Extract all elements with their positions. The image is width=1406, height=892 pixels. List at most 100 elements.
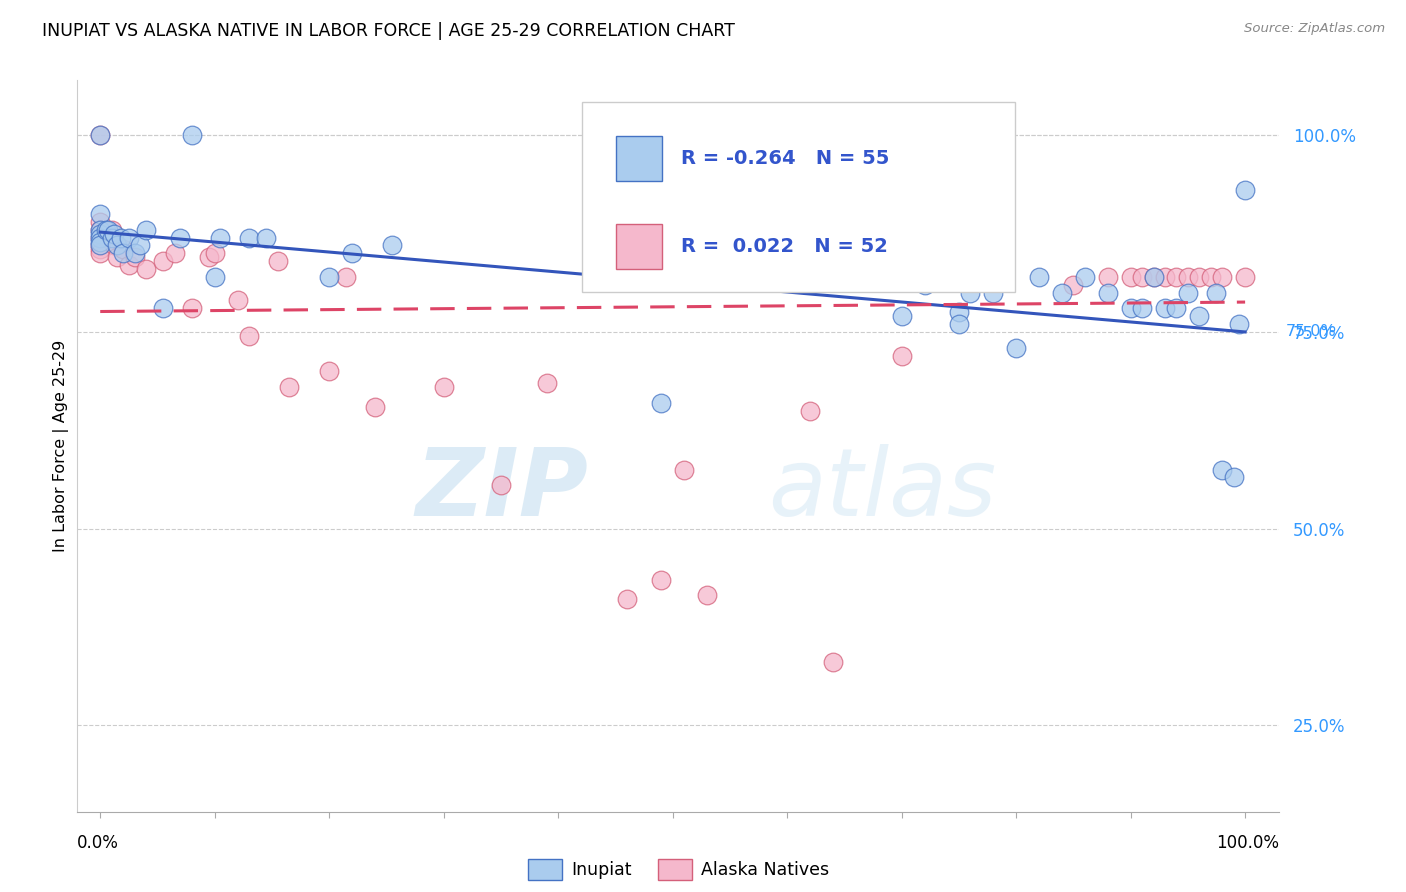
- Point: [673, 462, 696, 476]
- Point: [103, 238, 125, 252]
- Text: atlas: atlas: [769, 444, 997, 535]
- Point: [100, 230, 122, 244]
- Point: [536, 376, 558, 390]
- Point: [650, 396, 672, 410]
- Point: [204, 246, 226, 260]
- Point: [103, 227, 125, 241]
- Point: [238, 329, 260, 343]
- Point: [110, 230, 132, 244]
- Point: [98, 230, 121, 244]
- Point: [94, 230, 117, 244]
- Text: INUPIAT VS ALASKA NATIVE IN LABOR FORCE | AGE 25-29 CORRELATION CHART: INUPIAT VS ALASKA NATIVE IN LABOR FORCE …: [42, 22, 735, 40]
- Point: [1222, 470, 1244, 484]
- Point: [1005, 341, 1028, 355]
- Point: [107, 238, 129, 252]
- Point: [1050, 285, 1073, 300]
- Point: [1142, 269, 1164, 284]
- Text: Source: ZipAtlas.com: Source: ZipAtlas.com: [1244, 22, 1385, 36]
- Point: [834, 269, 856, 284]
- Point: [1211, 269, 1233, 284]
- Point: [340, 246, 363, 260]
- Point: [169, 230, 191, 244]
- Point: [180, 128, 202, 143]
- Point: [1062, 277, 1084, 292]
- Point: [890, 269, 912, 284]
- Point: [776, 269, 799, 284]
- Point: [1154, 301, 1177, 316]
- Point: [238, 230, 260, 244]
- Point: [89, 230, 111, 244]
- Point: [107, 250, 129, 264]
- Point: [959, 285, 981, 300]
- Point: [267, 254, 290, 268]
- Point: [1097, 285, 1119, 300]
- Point: [89, 246, 111, 260]
- Point: [278, 380, 301, 394]
- Point: [1028, 269, 1050, 284]
- Point: [1097, 269, 1119, 284]
- Point: [890, 310, 912, 324]
- Point: [650, 573, 672, 587]
- Y-axis label: In Labor Force | Age 25-29: In Labor Force | Age 25-29: [53, 340, 69, 552]
- Point: [1234, 269, 1257, 284]
- Point: [925, 269, 948, 284]
- Point: [1074, 269, 1097, 284]
- Point: [89, 223, 111, 237]
- Point: [661, 230, 683, 244]
- Point: [124, 250, 146, 264]
- Point: [1188, 269, 1211, 284]
- Point: [318, 364, 340, 378]
- Point: [948, 305, 970, 319]
- Point: [1188, 310, 1211, 324]
- Bar: [616, 224, 662, 269]
- Point: [1119, 269, 1142, 284]
- Point: [1166, 301, 1188, 316]
- Point: [152, 301, 174, 316]
- Point: [799, 403, 821, 417]
- Point: [180, 301, 202, 316]
- Point: [89, 235, 111, 249]
- Text: 0.0%: 0.0%: [77, 834, 120, 852]
- Bar: [616, 136, 662, 181]
- Point: [94, 223, 117, 237]
- Point: [118, 258, 141, 272]
- Point: [135, 262, 157, 277]
- Point: [381, 238, 404, 252]
- Point: [124, 246, 146, 260]
- Legend: Inupiat, Alaska Natives: Inupiat, Alaska Natives: [520, 852, 837, 888]
- Point: [696, 589, 718, 603]
- Point: [89, 238, 111, 252]
- Point: [1119, 301, 1142, 316]
- Point: [364, 400, 387, 414]
- Point: [1166, 269, 1188, 284]
- Point: [616, 592, 638, 607]
- Point: [890, 349, 912, 363]
- Point: [129, 238, 152, 252]
- Point: [100, 223, 122, 237]
- Point: [89, 207, 111, 221]
- Point: [1154, 269, 1177, 284]
- Point: [1177, 285, 1199, 300]
- Point: [112, 246, 135, 260]
- Point: [97, 223, 120, 237]
- Point: [89, 128, 111, 143]
- Point: [118, 230, 141, 244]
- Point: [254, 230, 277, 244]
- Point: [1177, 269, 1199, 284]
- Point: [226, 293, 249, 308]
- Point: [89, 223, 111, 237]
- Point: [89, 227, 111, 241]
- Text: ZIP: ZIP: [415, 444, 588, 536]
- Point: [163, 246, 186, 260]
- Point: [1130, 301, 1153, 316]
- Text: 100.0%: 100.0%: [1216, 834, 1279, 852]
- Point: [89, 215, 111, 229]
- Point: [1205, 285, 1227, 300]
- Point: [1234, 183, 1257, 197]
- Point: [1229, 317, 1251, 331]
- Point: [89, 230, 111, 244]
- Point: [318, 269, 340, 284]
- Point: [433, 380, 456, 394]
- Point: [204, 269, 226, 284]
- Point: [821, 655, 844, 669]
